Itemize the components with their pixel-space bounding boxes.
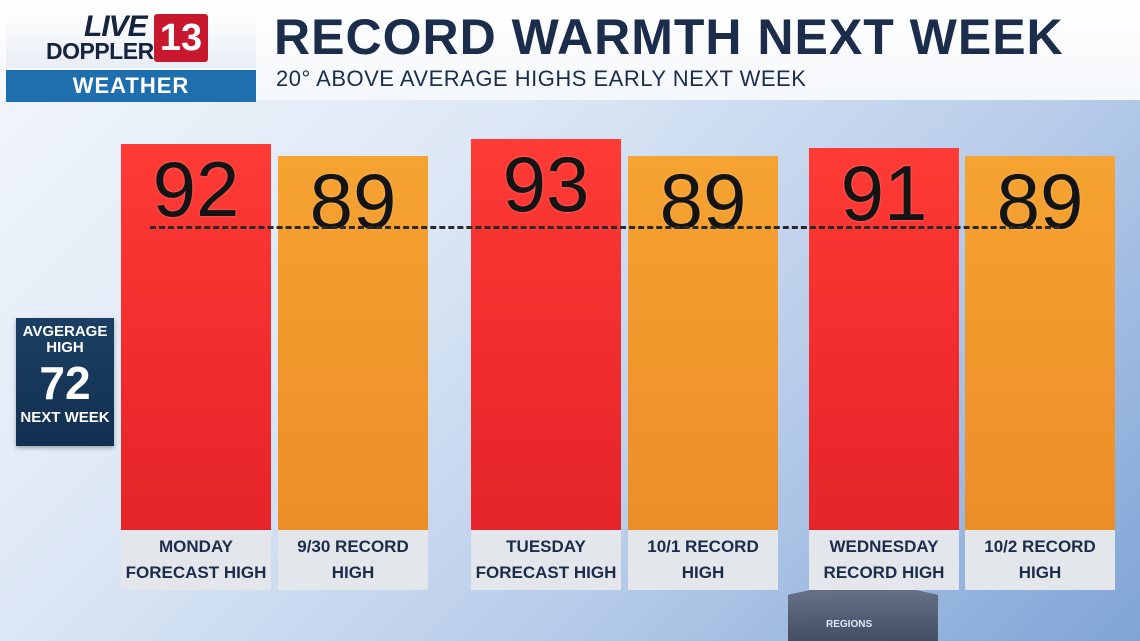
bar-value-label: 89 [309, 157, 397, 246]
category-line-1: 9/30 RECORD [297, 537, 409, 556]
bar-4: 89 [628, 156, 778, 530]
average-reference-line [150, 225, 1060, 229]
bar-6: 89 [965, 156, 1115, 530]
average-label-top: AVGERAGE HIGH [22, 323, 108, 356]
category-line-1: 10/2 RECORD [984, 537, 1096, 556]
bar-category-label: MONDAY FORECAST HIGH [121, 530, 271, 590]
page-title: RECORD WARMTH NEXT WEEK [274, 9, 1064, 65]
average-value: 72 [39, 357, 91, 409]
category-line-2: RECORD HIGH [823, 563, 945, 582]
logo-weather-band: WEATHER [6, 70, 256, 102]
logo-channel-number: 13 [154, 14, 208, 62]
bar-2: 89 [278, 156, 428, 530]
bar-value-label: 89 [659, 157, 747, 246]
page-subtitle: 20° ABOVE AVERAGE HIGHS EARLY NEXT WEEK [276, 66, 807, 91]
bar-value-label: 91 [840, 148, 928, 237]
average-label-bottom: NEXT WEEK [20, 409, 110, 426]
logo-top-panel: LIVE DOPPLER 13 [6, 8, 256, 68]
category-line-1: 10/1 RECORD [647, 537, 759, 556]
category-line-2: HIGH [1018, 563, 1062, 582]
bar-category-label: 10/1 RECORD HIGH [628, 530, 778, 590]
bar-category-label: WEDNESDAY RECORD HIGH [809, 530, 959, 590]
category-line-2: FORECAST HIGH [125, 563, 267, 582]
station-logo: LIVE DOPPLER 13 WEATHER [6, 8, 256, 102]
category-line-2: HIGH [331, 563, 375, 582]
bar-category-label: 9/30 RECORD HIGH [278, 530, 428, 590]
bar-3: 93 [471, 139, 621, 530]
category-line-1: WEDNESDAY [829, 537, 939, 556]
category-line-1: TUESDAY [506, 537, 586, 556]
bar-category-label: TUESDAY FORECAST HIGH [471, 530, 621, 590]
category-line-2: HIGH [681, 563, 725, 582]
bar-value-label: 92 [152, 144, 240, 233]
logo-live-text: LIVE [84, 10, 148, 43]
bar-category-label: 10/2 RECORD HIGH [965, 530, 1115, 590]
bar-value-label: 89 [996, 157, 1084, 246]
category-line-2: FORECAST HIGH [475, 563, 617, 582]
bar-1: 92 [121, 143, 271, 530]
bar-value-label: 93 [502, 140, 590, 229]
bar-5: 91 [809, 147, 959, 530]
logo-doppler-text: DOPPLER [46, 38, 154, 64]
building-sign: REGIONS [826, 619, 873, 630]
average-high-box: AVGERAGE HIGH 72 NEXT WEEK [16, 318, 114, 446]
category-line-1: MONDAY [159, 537, 233, 556]
